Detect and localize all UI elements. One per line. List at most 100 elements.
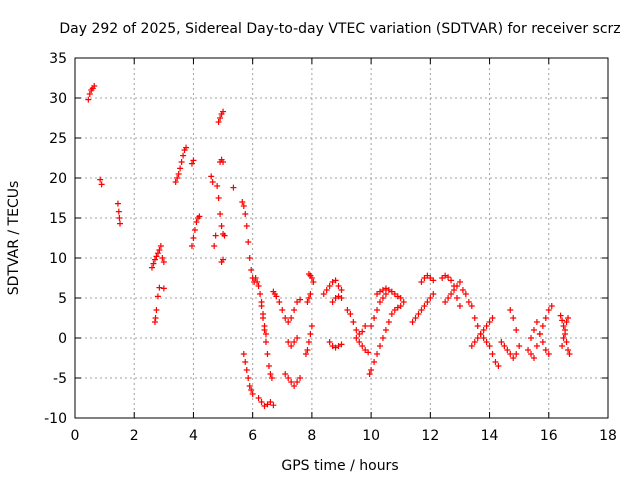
data-point bbox=[548, 303, 555, 309]
data-point bbox=[217, 115, 224, 121]
series-arc-d bbox=[148, 243, 167, 325]
data-point bbox=[442, 299, 449, 305]
data-point bbox=[533, 319, 540, 325]
data-point bbox=[159, 255, 166, 261]
data-point bbox=[424, 299, 431, 305]
data-point bbox=[456, 279, 463, 285]
data-point bbox=[242, 211, 249, 217]
data-point bbox=[248, 267, 255, 273]
series-arc-m bbox=[344, 307, 372, 356]
data-point bbox=[114, 200, 121, 207]
data-point bbox=[160, 259, 167, 265]
data-point bbox=[471, 315, 478, 321]
data-point bbox=[382, 291, 389, 297]
data-point bbox=[366, 371, 373, 377]
data-point bbox=[282, 371, 289, 377]
data-point bbox=[566, 351, 573, 357]
data-point bbox=[267, 399, 274, 405]
data-point bbox=[308, 275, 315, 281]
grid bbox=[75, 58, 608, 418]
data-point bbox=[480, 327, 487, 333]
series-arc-n bbox=[366, 291, 404, 377]
y-tick-label: 25 bbox=[49, 131, 67, 147]
data-point bbox=[180, 152, 187, 159]
series-arc-b bbox=[97, 176, 105, 188]
data-point bbox=[528, 351, 535, 357]
data-point bbox=[542, 347, 549, 353]
data-point bbox=[183, 144, 190, 151]
data-point bbox=[246, 255, 253, 261]
data-point bbox=[397, 303, 404, 309]
series-arc-o bbox=[374, 285, 407, 305]
data-point bbox=[539, 323, 546, 329]
data-point bbox=[516, 343, 523, 349]
data-point bbox=[261, 323, 268, 329]
data-point bbox=[308, 323, 315, 329]
data-point bbox=[291, 383, 298, 389]
data-point bbox=[400, 299, 407, 305]
data-point bbox=[239, 199, 246, 205]
data-point bbox=[174, 175, 181, 181]
data-point bbox=[326, 339, 333, 345]
data-point bbox=[563, 319, 570, 325]
data-point bbox=[374, 351, 381, 357]
series-arc-r bbox=[471, 315, 520, 369]
data-point bbox=[368, 367, 375, 373]
data-point bbox=[471, 339, 478, 345]
data-point bbox=[218, 223, 225, 229]
data-point bbox=[294, 379, 301, 385]
data-point bbox=[220, 159, 227, 165]
data-point bbox=[371, 315, 378, 321]
data-point bbox=[151, 256, 158, 263]
data-point bbox=[86, 91, 93, 97]
data-point bbox=[326, 283, 333, 289]
y-tick-label: 35 bbox=[49, 51, 67, 67]
x-tick-label: 2 bbox=[130, 428, 139, 444]
data-point bbox=[409, 319, 416, 325]
data-point bbox=[214, 183, 221, 189]
data-point bbox=[492, 359, 499, 365]
data-point bbox=[115, 208, 122, 215]
data-point bbox=[335, 283, 342, 289]
series-arc-t bbox=[525, 303, 555, 361]
data-point bbox=[353, 327, 360, 333]
data-point bbox=[513, 327, 520, 333]
series-arc-a bbox=[85, 83, 98, 103]
data-point bbox=[563, 339, 570, 345]
data-point bbox=[545, 307, 552, 313]
x-tick-label: 0 bbox=[71, 428, 80, 444]
data-point bbox=[310, 279, 317, 285]
data-point bbox=[510, 355, 517, 361]
data-point bbox=[215, 119, 222, 125]
data-point bbox=[525, 347, 532, 353]
data-point bbox=[291, 339, 298, 345]
data-point bbox=[304, 347, 311, 353]
data-point bbox=[362, 323, 369, 329]
x-tick-label: 16 bbox=[540, 428, 558, 444]
data-point bbox=[542, 315, 549, 321]
series-arc-j bbox=[276, 296, 304, 389]
data-point bbox=[448, 277, 455, 284]
data-point bbox=[448, 291, 455, 297]
data-point bbox=[305, 339, 312, 345]
data-point bbox=[353, 335, 360, 341]
data-point bbox=[418, 307, 425, 313]
data-point bbox=[507, 307, 514, 313]
data-point bbox=[305, 295, 312, 301]
data-point bbox=[462, 291, 469, 297]
data-point bbox=[483, 339, 490, 345]
data-point bbox=[255, 395, 262, 401]
data-point bbox=[97, 176, 104, 183]
data-point bbox=[489, 315, 496, 321]
series-arc-u bbox=[557, 312, 573, 357]
data-point bbox=[565, 315, 572, 321]
data-point bbox=[385, 319, 392, 325]
data-point bbox=[156, 247, 163, 253]
data-point bbox=[268, 375, 275, 381]
data-point bbox=[421, 303, 428, 309]
data-points bbox=[85, 83, 573, 409]
data-point bbox=[304, 299, 311, 305]
data-point bbox=[190, 235, 197, 241]
data-point bbox=[191, 227, 198, 233]
